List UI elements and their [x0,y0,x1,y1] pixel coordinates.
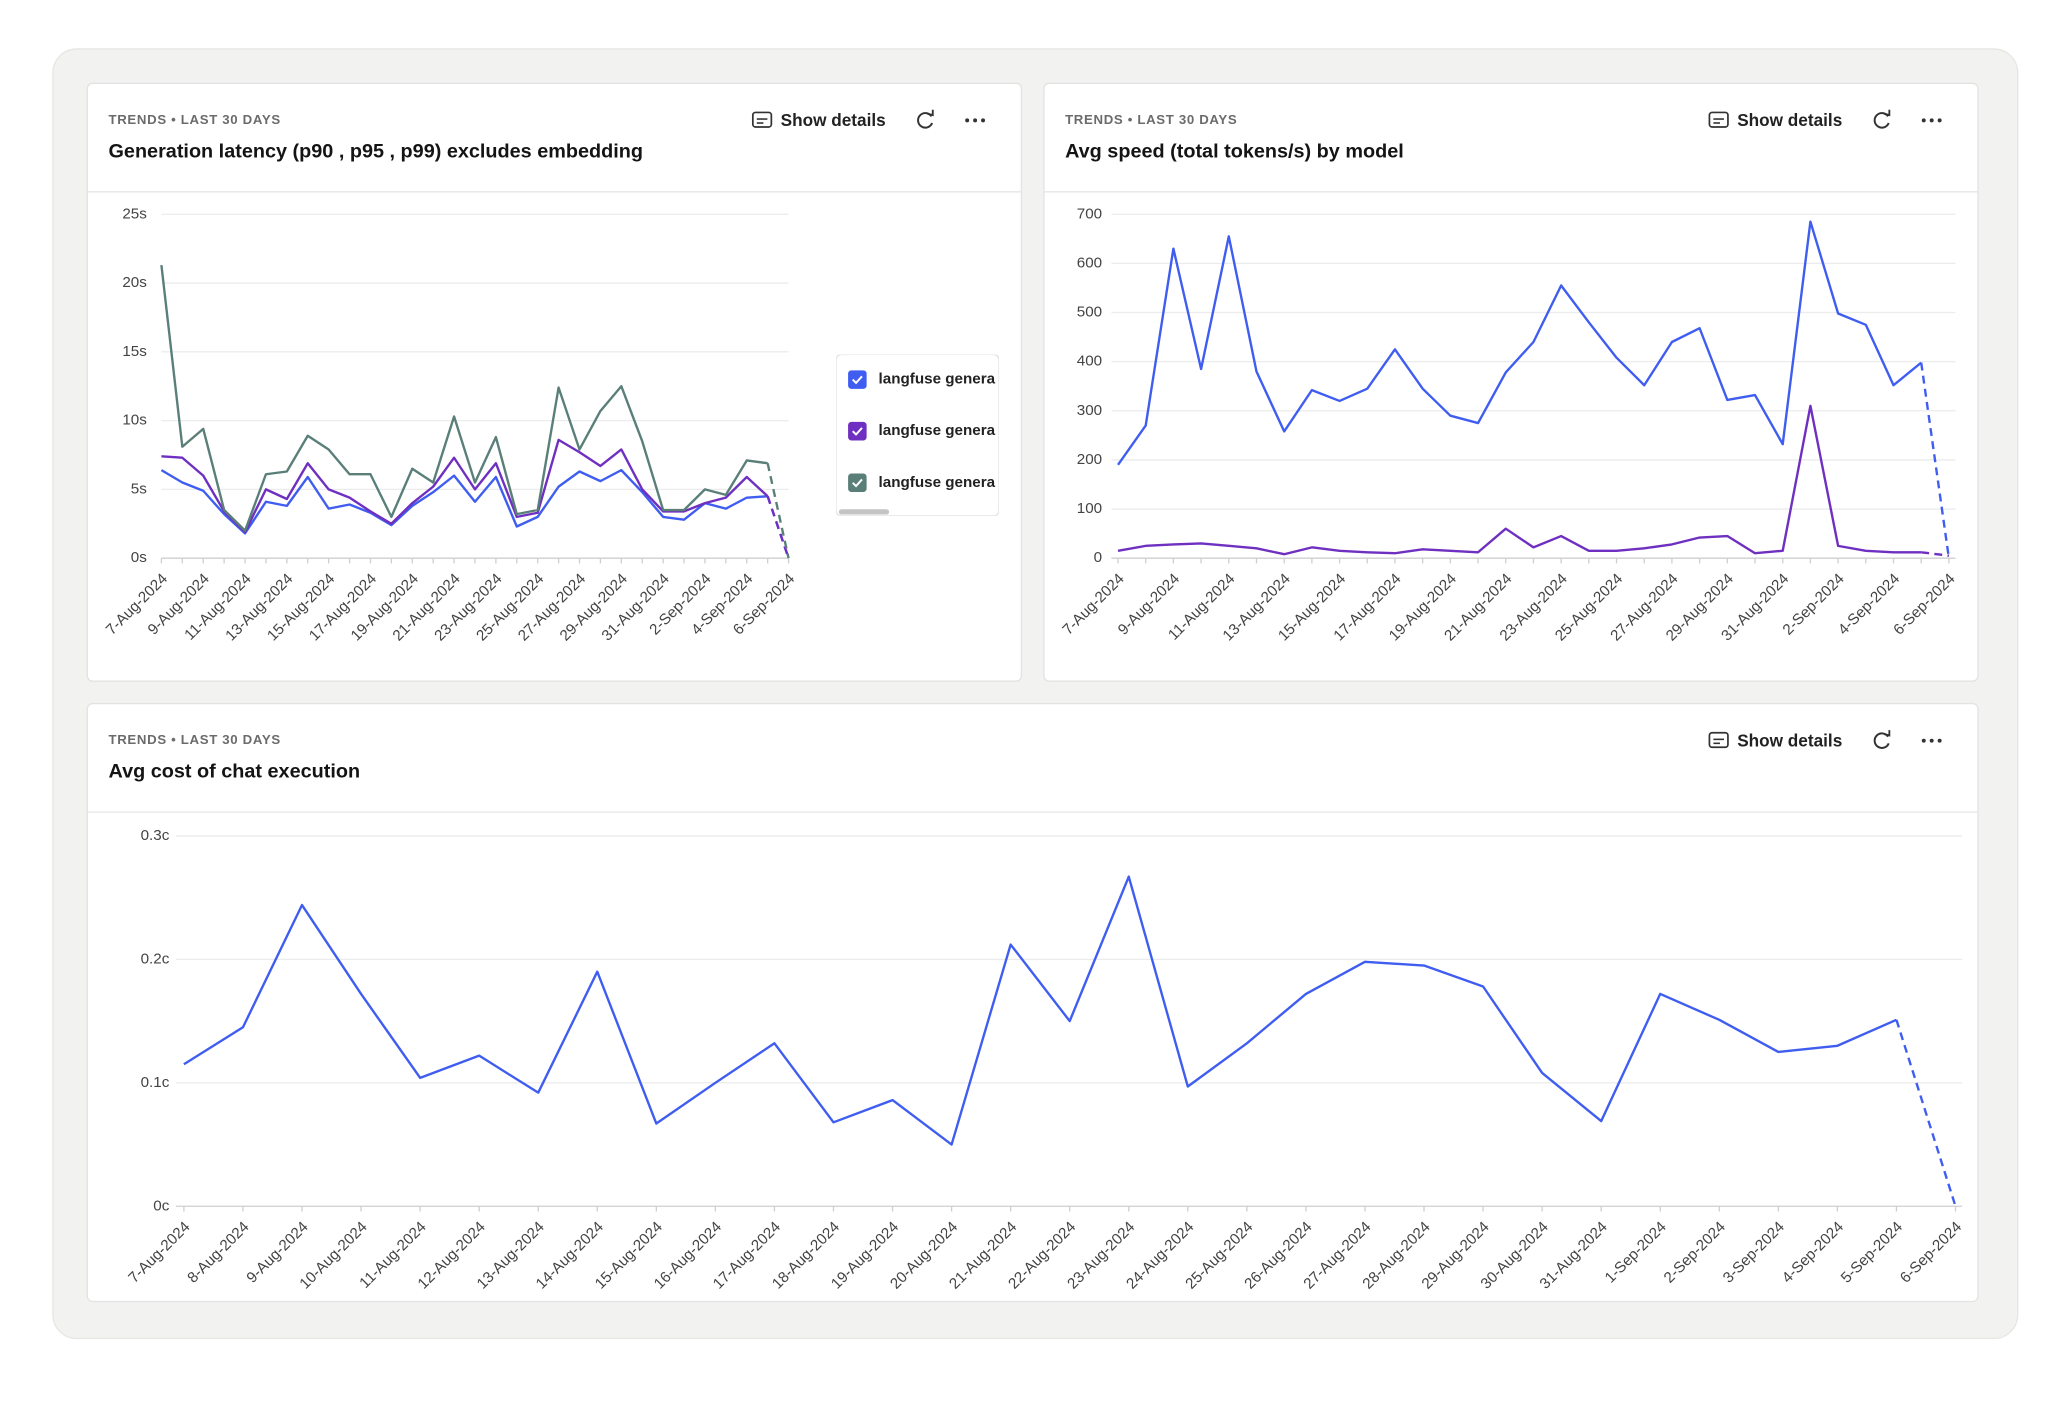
details-icon [1708,111,1729,128]
y-tick-label: 15s [122,343,147,360]
legend-label: langfuse genera [879,422,996,439]
show-details-label: Show details [1737,731,1842,751]
series-line [183,875,1897,1146]
y-tick-label: 10s [122,412,147,429]
series-line [1117,404,1922,556]
legend-label: langfuse genera [879,474,996,491]
show-details-label: Show details [1737,110,1842,130]
y-tick-label: 5s [131,480,147,497]
refresh-arrow[interactable] [1883,730,1891,737]
series-line [1117,220,1922,466]
y-tick-label: 500 [1077,304,1102,321]
details-icon [1708,731,1729,749]
legend-box [836,354,999,516]
legend-checkbox[interactable] [848,421,867,441]
chart-panel: TRENDS • LAST 30 DAYS Avg cost of chat ex… [86,702,1979,1303]
series-line-partial [766,462,790,559]
more-dot[interactable] [1921,118,1926,123]
refresh-arrow[interactable] [1883,109,1891,117]
refresh-icon[interactable] [917,112,934,129]
more-dot[interactable] [981,118,986,123]
y-tick-label: 20s [122,274,147,291]
y-tick-label: 600 [1077,254,1102,271]
legend-check [852,478,863,488]
panel-title: Avg cost of chat execution [108,761,360,783]
chart-panel: TRENDS • LAST 30 DAYS Generation latency … [86,82,1023,682]
panel-card [86,702,1979,1303]
legend: langfuse genera langfuse genera langfuse g… [836,354,999,516]
show-details-button[interactable]: Show details [1708,110,1842,130]
more-dot[interactable] [1921,738,1926,743]
legend-item[interactable]: langfuse genera [848,421,996,441]
series-line [161,438,769,534]
y-tick-label: 100 [1077,500,1102,517]
show-details-label: Show details [781,110,886,130]
legend-checkbox[interactable] [848,473,867,493]
y-tick-label: 0.3c [141,827,170,844]
legend-scrollbar[interactable] [838,509,890,515]
more-dot[interactable] [965,118,970,123]
series-line-partial [1895,1019,1957,1207]
legend-item[interactable]: langfuse genera [848,370,996,389]
more-dot[interactable] [973,118,978,123]
series-line-partial [1920,362,1951,559]
y-tick-label: 200 [1077,451,1102,468]
refresh-icon[interactable] [1873,732,1890,749]
panel-title: Avg speed (total tokens/s) by model [1065,140,1404,162]
series-line [160,468,768,535]
panel-subtitle: TRENDS • LAST 30 DAYS [1065,112,1237,127]
show-details-button[interactable]: Show details [1708,731,1842,751]
panel-subtitle: TRENDS • LAST 30 DAYS [108,732,280,747]
y-tick-label: 0.2c [141,950,170,967]
more-dot[interactable] [1937,738,1942,743]
panel-subtitle: TRENDS • LAST 30 DAYS [108,112,280,127]
panel-card [1043,82,1979,682]
show-details-button[interactable]: Show details [751,110,886,130]
legend-check [852,427,863,436]
details-icon [751,111,773,128]
panel-title: Generation latency (p90 , p95 , p99) exc… [108,140,643,162]
chart-panel: TRENDS • LAST 30 DAYS Avg speed (total to… [1043,82,1979,682]
y-tick-label: 0s [131,549,147,566]
legend-item[interactable]: langfuse genera [848,473,996,493]
y-tick-label: 400 [1077,353,1102,370]
series-line [160,265,768,532]
refresh-icon[interactable] [1873,112,1890,129]
y-tick-label: 0 [1094,549,1102,566]
legend-label: langfuse genera [879,371,996,388]
more-dot[interactable] [1929,118,1934,123]
y-tick-label: 300 [1077,402,1102,419]
more-dot[interactable] [1937,118,1942,123]
panel-card [86,82,1023,682]
legend-checkbox[interactable] [848,370,867,389]
y-tick-label: 700 [1077,205,1102,222]
y-tick-label: 0c [153,1197,169,1214]
refresh-arrow[interactable] [927,109,934,117]
legend-check [852,375,863,385]
y-tick-label: 25s [122,205,147,222]
y-tick-label: 0.1c [141,1074,170,1091]
more-dot[interactable] [1929,738,1934,743]
series-line-partial [1921,551,1950,557]
